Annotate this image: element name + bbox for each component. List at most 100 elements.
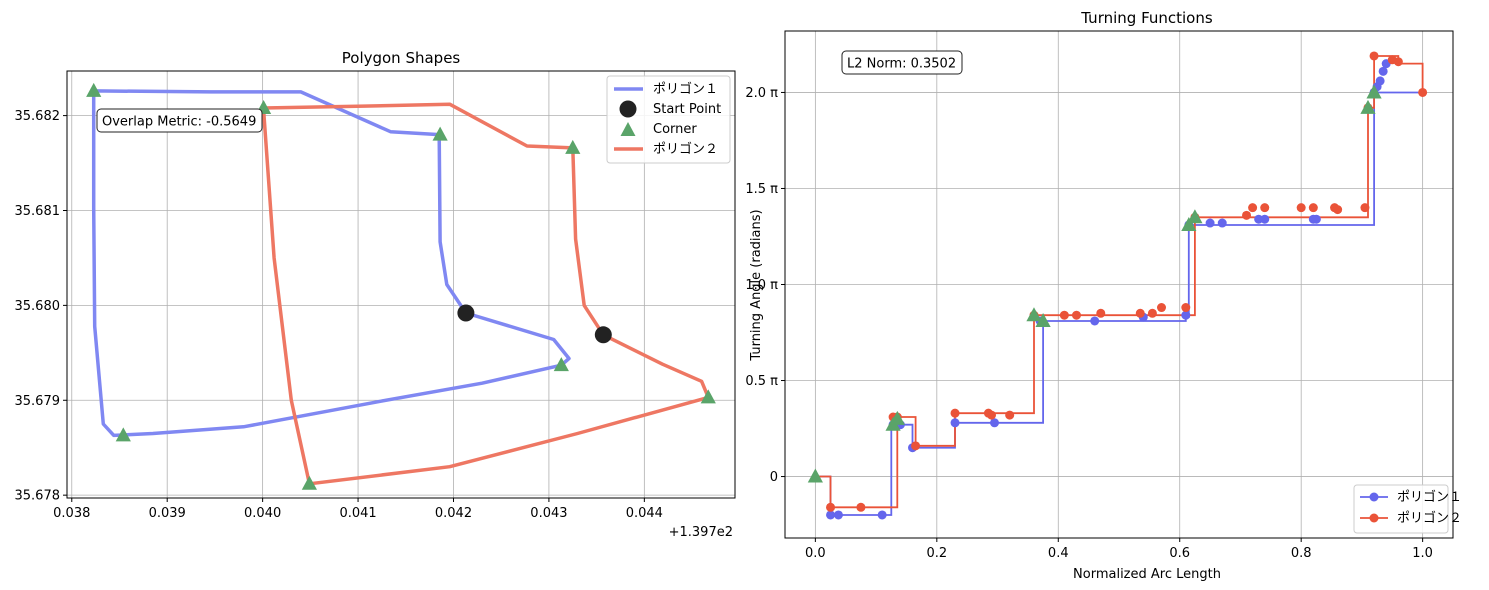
polygon2-turning-point [1296,203,1306,213]
right-x-axis-label: Normalized Arc Length [1073,567,1221,582]
turning-corner-marker [889,410,905,425]
left-x-tick-label: 0.044 [626,506,663,521]
polygon1-turning-point [826,510,836,520]
right-x-tick-label: 0.2 [926,546,947,561]
polygon2-turning-point [1260,203,1270,213]
overlap-metric-text: Overlap Metric: -0.5649 [102,115,256,130]
polygon1-turning-point [990,418,1000,428]
polygon1-turning-point [877,510,887,520]
polygon1-turning-point [1205,218,1215,228]
right-y-tick-label: 1.5 π [745,182,778,197]
legend-label-start-point: Start Point [653,102,721,117]
right-grid [785,31,1453,538]
polygon2-turning-point [950,408,960,418]
right-x-tick-label: 0.6 [1169,546,1190,561]
left-x-tick-label: 0.040 [244,506,281,521]
corner-marker [115,427,131,442]
right-x-tick-label: 0.4 [1048,546,1069,561]
left-x-tick-label: 0.041 [339,506,376,521]
right-x-tick-label: 1.0 [1412,546,1433,561]
polygon2-turning-point [1418,87,1428,97]
polygon2-turning-point [911,441,921,451]
right-y-tick-label: 0 [770,470,778,485]
left-chart-title: Polygon Shapes [342,49,461,67]
polygon-shapes-panel: Polygon Shapes 0.038 0.039 0.040 0.041 0.042… [15,49,736,540]
start-point-marker [594,326,612,344]
right-x-tick-label: 0.8 [1291,546,1312,561]
turning-corner-marker [1035,312,1051,327]
left-y-tick-label: 35.682 [15,109,61,124]
left-y-tick-label: 35.678 [15,489,61,504]
legend2-marker-polygon2 [1369,513,1379,523]
polygon1-turning-point [950,418,960,428]
polygon1-outline [91,89,571,438]
polygon2-turning-point [1005,410,1015,420]
legend-start-point-marker [619,100,637,118]
right-chart-title: Turning Functions [1080,9,1213,27]
left-x-tick-label: 0.039 [149,506,186,521]
left-ticks: 0.038 0.039 0.040 0.041 0.042 0.043 0.044 35.67… [15,109,663,521]
polygon1-turning-point [1217,218,1227,228]
polygon2-turning-point [1096,308,1106,318]
right-y-tick-label: 1.0 π [745,278,778,293]
right-x-tick-label: 0.0 [805,546,826,561]
corner-marker [86,82,102,97]
right-legend: ポリゴン１ ポリゴン２ [1353,484,1462,534]
right-ticks: 0.0 0.2 0.4 0.6 0.8 1.0 0 0.5 π 1.0 π 1.5 π 2.0 π [745,86,1433,561]
polygon2-turning-point [1147,308,1157,318]
polygon2-turning-point [1157,303,1167,313]
left-plot-frame [66,70,736,499]
polygon1-turning-step-line [815,91,1423,516]
polygon2-turning-point [826,502,836,512]
turning-corner-marker [1360,99,1376,114]
polygon2-turning-point [1369,51,1379,61]
left-series [86,82,716,490]
legend2-label-polygon2: ポリゴン２ [1397,510,1462,526]
turning-corner-marker [1181,216,1197,231]
polygon2-turning-point [1360,203,1370,213]
polygon2-turning-point [1242,210,1252,220]
polygon2-turning-point [1071,310,1081,320]
overlap-metric-annotation: Overlap Metric: -0.5649 [96,108,263,133]
left-x-tick-label: 0.043 [530,506,567,521]
polygon2-turning-point [1333,205,1343,215]
l2-norm-annotation: L2 Norm: 0.3502 [841,50,963,75]
polygon2-turning-point [1393,57,1403,67]
polygon1-turning-point [1311,214,1321,224]
polygon2-turning-point [1248,203,1258,213]
turning-corner-marker [1026,307,1042,322]
polygon1-turning-point [1375,76,1385,86]
start-point-marker [457,304,475,322]
left-legend-frame [606,75,731,164]
polygon1-turning-point [1378,66,1388,76]
left-y-tick-label: 35.680 [15,299,61,314]
right-y-axis-label: Turning Angle (radians) [749,209,764,361]
polygon2-turning-step-line [815,55,1424,509]
corner-marker [301,475,317,490]
legend-label-polygon1: ポリゴン１ [653,81,718,97]
right-y-tick-label: 0.5 π [745,374,778,389]
legend-label-polygon2: ポリゴン２ [653,141,718,157]
polygon2-turning-point [856,502,866,512]
polygon1-turning-point [833,510,843,520]
polygon2-turning-point [986,410,996,420]
l2-norm-text: L2 Norm: 0.3502 [847,57,956,72]
legend2-label-polygon1: ポリゴン１ [1397,489,1462,505]
corner-marker [700,389,716,404]
turning-corner-marker [1366,84,1382,99]
turning-corner-marker [807,468,823,483]
polygon2-turning-point [1059,310,1069,320]
legend-corner-marker [620,122,636,136]
polygon1-turning-point [1090,316,1100,326]
polygon1-turning-point [1181,310,1191,320]
left-x-tick-label: 0.042 [435,506,472,521]
right-y-tick-label: 2.0 π [745,86,778,101]
polygon2-turning-point [1135,308,1145,318]
right-series [807,51,1428,520]
turning-corner-marker [1187,209,1203,224]
left-legend: ポリゴン１ Start Point Corner ポリゴン２ [606,75,731,164]
polygon2-turning-point [1308,203,1318,213]
polygon2-turning-point [1181,303,1191,313]
legend2-marker-polygon1 [1369,492,1379,502]
left-x-offset-label: +1.397e2 [669,525,733,540]
